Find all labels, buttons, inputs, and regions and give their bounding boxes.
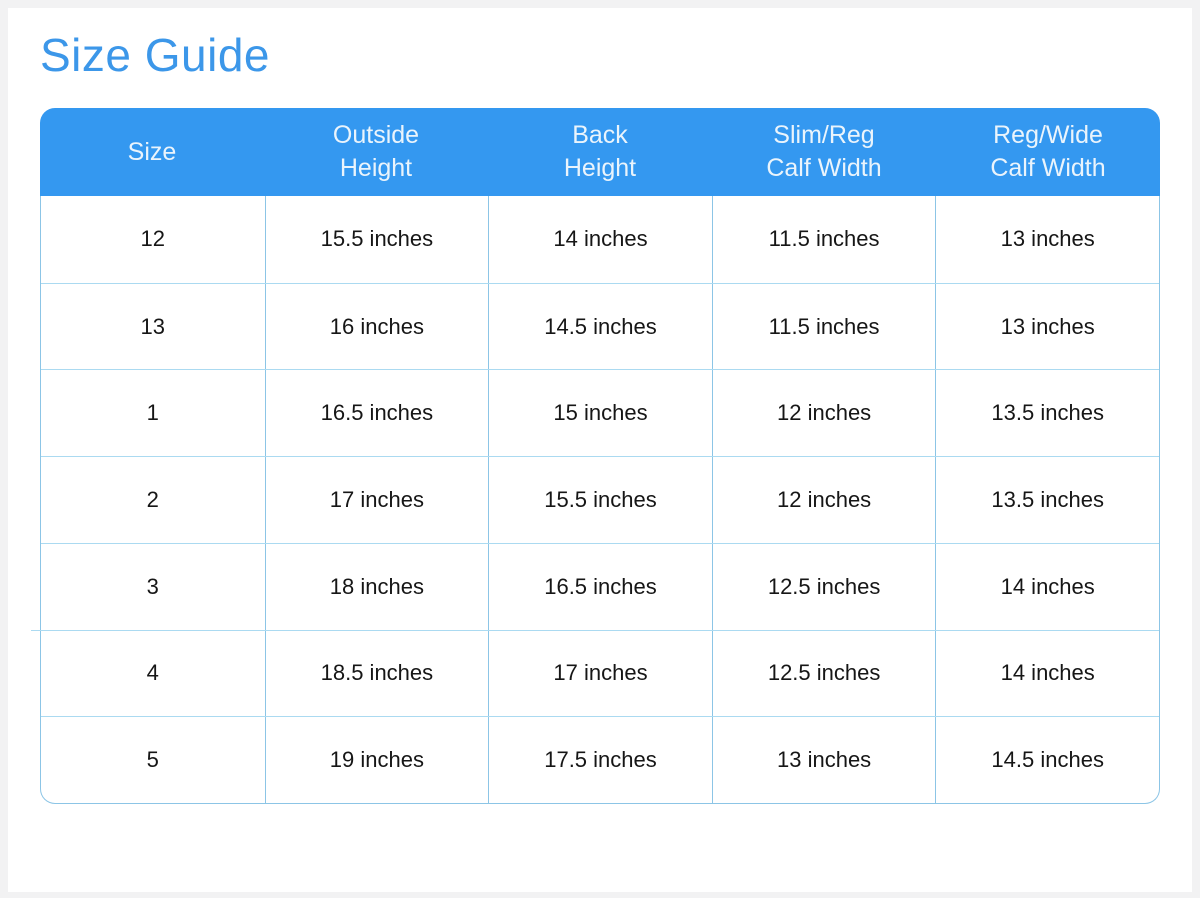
reg-wide-calf-width-cell: 14.5 inches: [935, 717, 1159, 803]
size-guide-table: Size Outside Height Back Height Slim/Reg…: [40, 108, 1160, 804]
outside-height-cell: 16 inches: [264, 283, 489, 370]
table-row: 5 19 inches 17.5 inches 13 inches 14.5 i…: [41, 716, 1159, 803]
column-header-outside-height: Outside Height: [332, 121, 420, 182]
size-cell: 1: [146, 400, 159, 426]
back-height-cell: 14.5 inches: [488, 283, 712, 370]
size-cell: 13: [140, 313, 166, 339]
outside-height-cell: 16.5 inches: [264, 370, 489, 457]
slim-reg-calf-width-cell: 13 inches: [711, 717, 936, 803]
table-row: 2 17 inches 15.5 inches 12 inches 13.5 i…: [41, 456, 1159, 543]
outside-height-cell: 15.5 inches: [264, 196, 489, 283]
table-row: 1 16.5 inches 15 inches 12 inches 13.5 i…: [41, 369, 1159, 457]
size-guide-panel: Size Guide Size Outside Height Back Heig…: [8, 8, 1192, 892]
size-cell: 5: [146, 747, 159, 773]
reg-wide-calf-width-cell: 14 inches: [935, 543, 1159, 630]
slim-reg-calf-width-cell: 11.5 inches: [711, 196, 936, 283]
reg-wide-calf-width-cell: 13 inches: [935, 283, 1159, 370]
slim-reg-calf-width-cell: 11.5 inches: [711, 283, 936, 370]
column-header-reg-wide-calf-width: Reg/Wide Calf Width: [990, 121, 1106, 182]
table-row: 12 15.5 inches 14 inches 11.5 inches 13 …: [41, 196, 1159, 283]
outside-height-cell: 18 inches: [264, 543, 489, 630]
table-row: 13 16 inches 14.5 inches 11.5 inches 13 …: [41, 282, 1159, 370]
back-height-cell: 17 inches: [488, 630, 712, 717]
reg-wide-calf-width-cell: 14 inches: [935, 630, 1159, 717]
size-cell: 2: [146, 486, 159, 512]
slim-reg-calf-width-cell: 12 inches: [711, 370, 936, 457]
reg-wide-calf-width-cell: 13.5 inches: [935, 370, 1159, 457]
outside-height-cell: 18.5 inches: [264, 630, 489, 717]
back-height-cell: 16.5 inches: [488, 543, 712, 630]
table-row: 4 18.5 inches 17 inches 12.5 inches 14 i…: [41, 629, 1159, 717]
reg-wide-calf-width-cell: 13 inches: [935, 196, 1159, 283]
back-height-cell: 15.5 inches: [488, 457, 712, 543]
stray-divider-artifact: [31, 630, 41, 631]
column-header-slim-reg-calf-width: Slim/Reg Calf Width: [766, 121, 882, 182]
size-cell: 12: [140, 226, 166, 252]
size-cell: 4: [146, 660, 159, 686]
back-height-cell: 15 inches: [488, 370, 712, 457]
slim-reg-calf-width-cell: 12.5 inches: [711, 543, 936, 630]
back-height-cell: 14 inches: [488, 196, 712, 283]
table-row: 3 18 inches 16.5 inches 12.5 inches 14 i…: [41, 542, 1159, 630]
column-header-back-height: Back Height: [563, 121, 637, 182]
slim-reg-calf-width-cell: 12.5 inches: [711, 630, 936, 717]
outside-height-cell: 17 inches: [264, 457, 489, 543]
reg-wide-calf-width-cell: 13.5 inches: [935, 457, 1159, 543]
table-body: 12 15.5 inches 14 inches 11.5 inches 13 …: [40, 196, 1160, 804]
slim-reg-calf-width-cell: 12 inches: [711, 457, 936, 543]
table-header-row: Size Outside Height Back Height Slim/Reg…: [40, 108, 1160, 196]
outside-height-cell: 19 inches: [264, 717, 489, 803]
size-cell: 3: [146, 573, 159, 599]
page-title: Size Guide: [40, 29, 271, 81]
column-header-size: Size: [127, 137, 177, 166]
back-height-cell: 17.5 inches: [488, 717, 712, 803]
